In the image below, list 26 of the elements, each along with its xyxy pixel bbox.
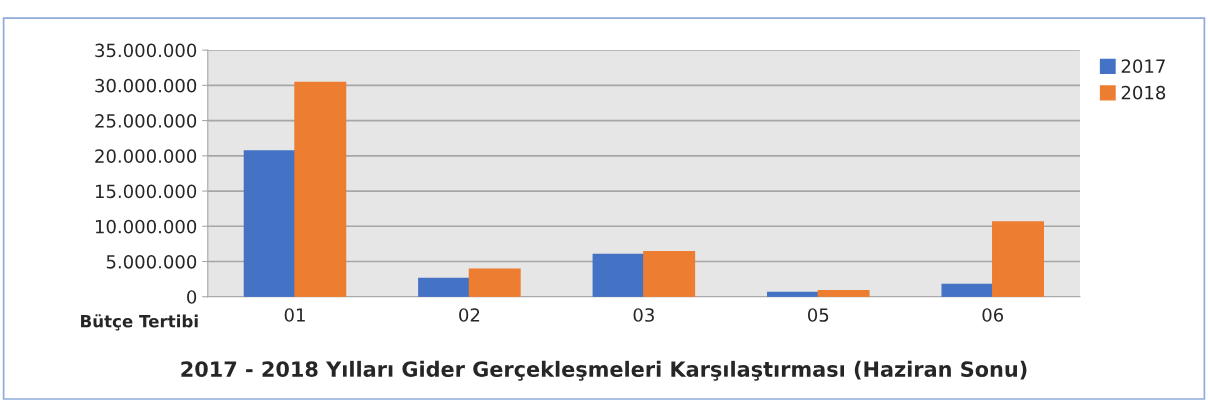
bar [992,221,1045,297]
x-tick-label: 02 [459,308,480,322]
legend-label: 2018 [1121,85,1166,100]
x-tick-label: 06 [982,308,1004,322]
bar [243,150,296,297]
legend-label: 2017 [1121,59,1165,73]
y-tick-label: 25.000.000 [95,114,197,128]
text: 2017 - 2018 Yılları Gider Gerçekleşmeleri Karşılaştırması (Haziran Sonu) [181,360,1027,381]
x-tick-label: 01 [284,308,305,322]
bar [643,250,696,297]
y-tick-label: 0 [187,290,197,304]
y-tick-label: 20.000.000 [95,149,197,163]
y-tick-label: 5.000.000 [106,254,197,269]
x-tick-label: 05 [808,308,829,322]
bar [418,277,471,297]
y-tick-label: 35.000.000 [95,43,197,58]
y-tick-label: 10.000.000 [95,219,197,234]
bar [817,290,870,297]
bar [941,283,994,297]
bar [468,268,521,297]
y-tick-label: 30.000.000 [95,78,197,93]
y-tick-label: 15.000.000 [95,184,197,199]
x-axis-title: Bütçe Tertibi [81,314,198,331]
bar [592,253,645,297]
x-tick-label: 03 [633,308,654,322]
bar [294,81,347,297]
